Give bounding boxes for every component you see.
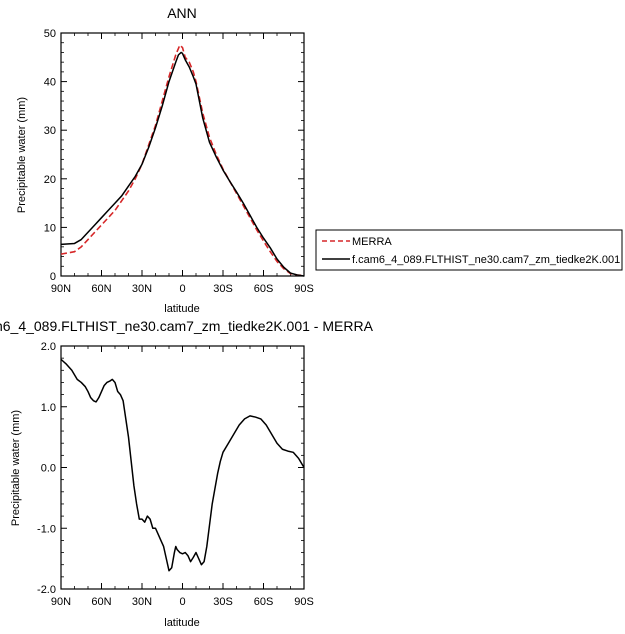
legend-label-model: f.cam6_4_089.FLTHIST_ne30.cam7_zm_tiedke… xyxy=(352,254,620,266)
y-tick-label: 1.0 xyxy=(41,402,56,414)
chart-top-y-ticks: 0 10 20 30 40 50 xyxy=(44,28,304,283)
y-tick-label: 50 xyxy=(44,28,56,40)
chart-bottom-plot-frame xyxy=(60,345,305,590)
legend-label-merra: MERRA xyxy=(352,236,392,248)
chart-bottom-x-axis-label: latitude xyxy=(164,617,199,629)
x-tick-label: 60N xyxy=(91,596,111,608)
x-tick-label: 0 xyxy=(179,596,185,608)
x-tick-label: 90N xyxy=(51,283,71,295)
y-tick-label: 10 xyxy=(44,222,56,234)
y-tick-label: -1.0 xyxy=(37,523,56,535)
x-tick-label: 0 xyxy=(179,283,185,295)
y-tick-label: 30 xyxy=(44,125,56,137)
x-tick-label: 60S xyxy=(254,283,274,295)
chart-bottom-x-ticks: 90N 60N 30N 0 30S 60S 90S xyxy=(51,346,314,608)
y-tick-label: -2.0 xyxy=(37,584,56,596)
chart-bottom-y-axis-label: Precipitable water (mm) xyxy=(10,410,22,526)
y-tick-label: 0.0 xyxy=(41,463,56,475)
series-line-0 xyxy=(60,358,305,572)
chart-bottom: m6_4_089.FLTHIST_ne30.cam7_zm_tiedke2K.0… xyxy=(0,318,374,629)
x-tick-label: 30S xyxy=(213,283,233,295)
chart-top-y-axis-label: Precipitable water (mm) xyxy=(16,97,28,213)
y-tick-label: 40 xyxy=(44,77,56,89)
y-tick-label: 20 xyxy=(44,174,56,186)
x-tick-label: 90S xyxy=(294,283,314,295)
chart-top-series xyxy=(60,44,305,277)
x-tick-label: 30N xyxy=(132,596,152,608)
chart-bottom-title: m6_4_089.FLTHIST_ne30.cam7_zm_tiedke2K.0… xyxy=(0,318,374,334)
series-line-1 xyxy=(60,51,305,277)
x-tick-label: 90N xyxy=(51,596,71,608)
chart-top-x-ticks: 90N 60N 30N 0 30S 60S 90S xyxy=(51,33,314,295)
chart-top-plot-frame xyxy=(60,32,305,277)
chart-bottom-y-ticks: 2.0 1.0 0.0 -1.0 -2.0 xyxy=(37,341,304,596)
chart-top-title: ANN xyxy=(167,5,197,21)
x-tick-label: 60N xyxy=(91,283,111,295)
x-tick-label: 90S xyxy=(294,596,314,608)
series-line-0 xyxy=(60,44,305,277)
x-tick-label: 30S xyxy=(213,596,233,608)
chart-top-legend: MERRA f.cam6_4_089.FLTHIST_ne30.cam7_zm_… xyxy=(315,229,623,271)
y-tick-label: 0 xyxy=(50,271,56,283)
x-tick-label: 60S xyxy=(254,596,274,608)
y-tick-label: 2.0 xyxy=(41,341,56,353)
chart-top-x-axis-label: latitude xyxy=(164,303,199,315)
chart-bottom-series xyxy=(60,358,305,572)
chart-top: ANN 0 10 20 30 40 50 90N 60N 30N 0 30S 60S 90S lati… xyxy=(16,5,623,315)
x-tick-label: 30N xyxy=(132,283,152,295)
legend-box xyxy=(315,229,623,271)
